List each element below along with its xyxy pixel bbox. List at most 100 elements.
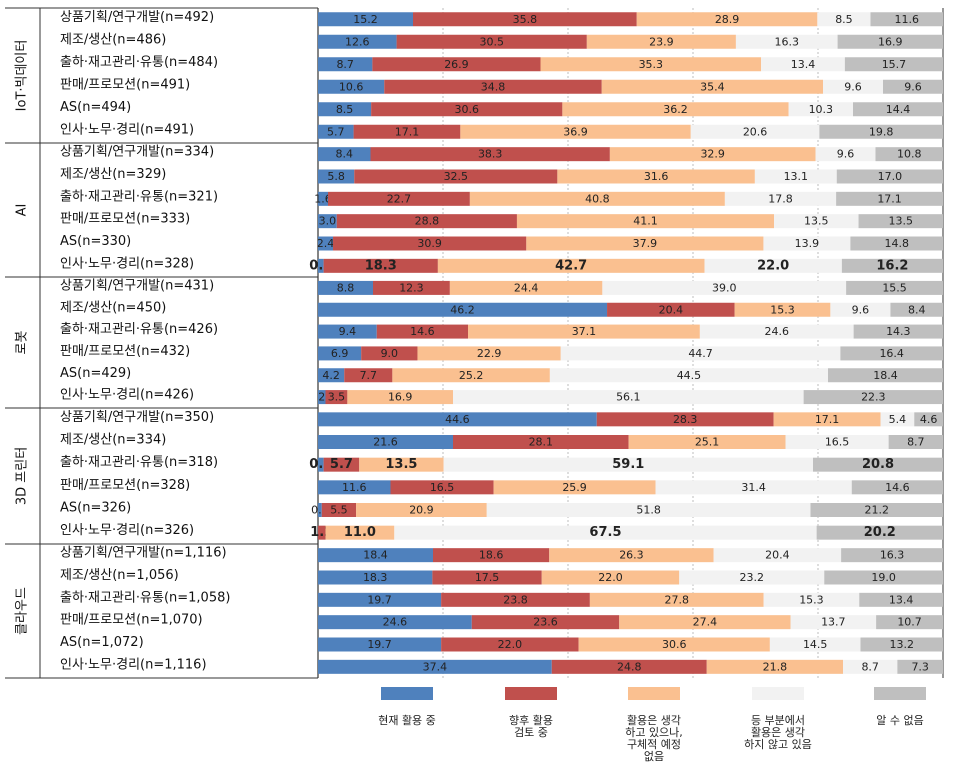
row-label: 판매/프로모션(n=491)	[60, 77, 190, 92]
data-label: 21.6	[373, 436, 398, 449]
data-label: 19.8	[869, 125, 894, 138]
bar-segment	[586, 34, 736, 49]
data-label: 32.9	[700, 148, 725, 161]
bar-segment	[843, 659, 898, 674]
data-label: 24.6	[383, 616, 408, 629]
data-label: 2	[318, 391, 325, 404]
bar-segment	[851, 480, 943, 495]
data-label: 5.5	[330, 504, 348, 517]
bar-segment	[441, 637, 579, 652]
bar-segment	[359, 457, 444, 472]
bar-segment	[860, 637, 943, 652]
bar-segment	[824, 570, 943, 585]
data-label: 16.2	[876, 258, 908, 273]
data-label: 59.1	[612, 457, 644, 472]
data-label: 30.9	[417, 237, 442, 250]
data-label: 21.8	[763, 660, 788, 673]
bar-segment	[321, 503, 357, 517]
bar-segment	[486, 503, 811, 517]
data-label: 14.8	[884, 237, 909, 250]
category-labels: IoT·빅데이터 상품기획/연구개발(n=492) 제조/생산(n=486) 출하·재…	[15, 10, 231, 673]
row-label: AS(n=429)	[60, 366, 131, 381]
row-label: 제조/생산(n=1,056)	[60, 568, 179, 583]
bar-segment	[844, 57, 943, 72]
group-label: IoT·빅데이터	[15, 40, 30, 112]
data-label: 11.0	[344, 525, 376, 540]
row-label: 출하·재고관리·유통(n=321)	[60, 189, 218, 204]
bar-segment	[607, 302, 735, 317]
data-label: 13.5	[889, 215, 914, 228]
bar-segment	[636, 12, 818, 27]
bar-segment	[841, 258, 943, 273]
data-label: 25.1	[695, 436, 720, 449]
data-label: 10.3	[809, 103, 834, 116]
bar-segment	[318, 390, 326, 405]
data-label: 15.7	[882, 58, 907, 71]
bar-segment	[602, 280, 847, 295]
data-label: 27.8	[665, 593, 690, 606]
bar-segment	[837, 34, 943, 49]
data-label: 14.6	[410, 325, 435, 338]
data-label: 25.9	[562, 481, 587, 494]
bar-segment	[888, 435, 943, 449]
data-label: 34.8	[481, 80, 506, 93]
data-label: 13.9	[795, 237, 820, 250]
bar-segment	[788, 102, 853, 117]
bar-segment	[361, 346, 418, 361]
bar-segments: 15.2 35.8 28.9 8.5 11.6 12.6 30.5 23.9 16.3 16.9 8…	[309, 12, 943, 674]
legend-label: 활용은 생각	[627, 713, 681, 727]
bar-segment	[734, 302, 831, 317]
legend-label: 검토 중	[514, 726, 548, 739]
data-label: 17.1	[815, 413, 840, 426]
bar-segment	[318, 659, 552, 674]
data-label: 22.9	[477, 347, 502, 360]
data-label: 19.7	[367, 593, 392, 606]
bar-segment	[333, 236, 527, 251]
bar-segment	[589, 592, 764, 607]
bar-segment	[883, 79, 943, 94]
bar-segment	[859, 592, 943, 607]
legend-swatch	[505, 687, 557, 700]
bar-segment	[318, 79, 385, 94]
data-label: 17.1	[395, 125, 420, 138]
row-label: 상품기획/연구개발(n=492)	[60, 10, 214, 25]
data-label: 18.4	[363, 549, 388, 562]
legend-label: 하지 않고 있음	[744, 737, 812, 751]
data-label: 22.0	[757, 258, 789, 273]
row-label: 출하·재고관리·유통(n=484)	[60, 55, 218, 70]
bar-segment	[850, 236, 943, 251]
data-label: 67.5	[589, 525, 621, 540]
bar-segment	[318, 12, 413, 27]
legend-label: 구체적 예정	[627, 738, 681, 751]
legend-swatch	[381, 687, 433, 700]
data-label: 31.4	[741, 481, 766, 494]
group-label: AI	[15, 204, 30, 217]
data-label: 17.8	[768, 192, 793, 205]
legend-swatch	[752, 687, 804, 700]
data-label: 26.9	[444, 58, 469, 71]
bar-segment	[318, 34, 397, 49]
bar-segment	[318, 124, 354, 139]
bar-segment	[318, 191, 328, 206]
row-label: 출하·재고관리·유통(n=426)	[60, 322, 218, 337]
data-label: 8.5	[835, 13, 853, 26]
bar-segment	[373, 280, 450, 295]
legend-label: 없음	[644, 750, 664, 763]
data-label: 13.5	[385, 457, 417, 472]
data-label: 13.4	[889, 593, 914, 606]
data-label: 20.2	[864, 525, 896, 540]
bar-segment	[773, 412, 881, 427]
bar-segment	[371, 102, 563, 117]
bar-segment	[735, 34, 838, 49]
bar-segment	[323, 457, 360, 472]
data-label: 20.4	[659, 303, 684, 316]
legend-swatch	[628, 687, 680, 700]
bar-segment	[785, 435, 889, 449]
bar-segment	[318, 102, 372, 117]
data-label: 9.6	[837, 148, 855, 161]
data-label: 4.6	[920, 413, 938, 426]
bar-segment	[704, 258, 842, 273]
bar-segment	[347, 390, 453, 405]
data-label: 27.4	[693, 616, 718, 629]
bar-segment	[803, 390, 943, 405]
